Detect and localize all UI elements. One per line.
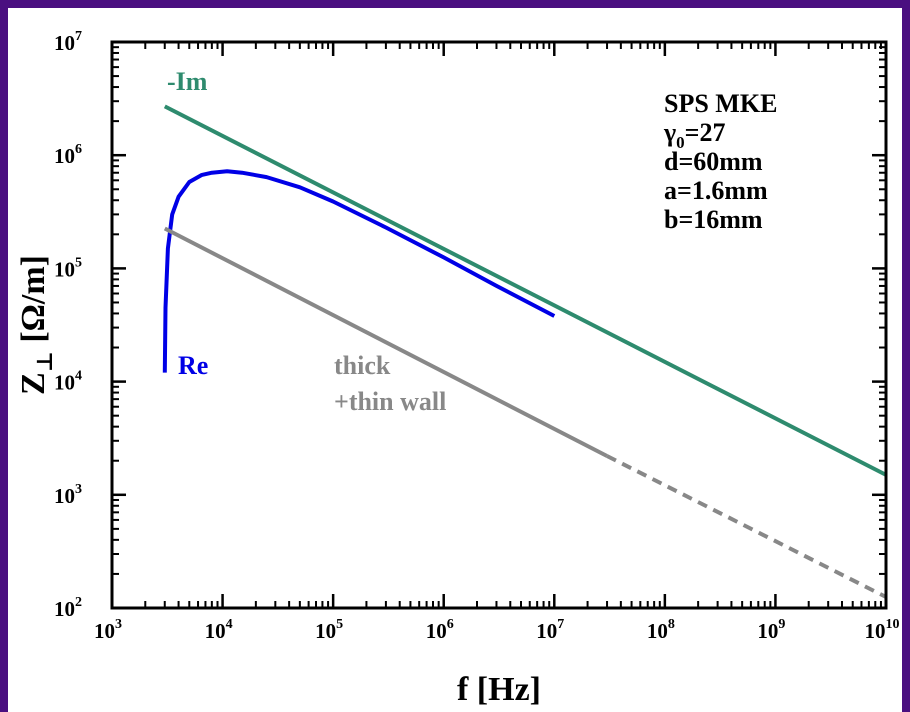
x-tick-label: 109 (757, 617, 785, 643)
y-tick-label: 105 (54, 255, 82, 281)
plot-frame: 103 104 105 106 107 108 109 1010 102 103 104 105 10… (8, 8, 902, 712)
y-tick-label: 107 (54, 29, 82, 55)
parameter-line: SPS MKE (664, 89, 777, 118)
major-ticks (110, 40, 888, 610)
parameter-line: γ0=27 (663, 118, 726, 152)
x-tick-label: 106 (426, 617, 454, 643)
minor-ticks (112, 42, 886, 608)
y-axis-title: Z⊥ [Ω/m] (15, 255, 57, 395)
series-lines (162, 104, 887, 599)
x-tick-label: 107 (536, 617, 564, 643)
series-line-im (163, 104, 887, 477)
y-tick-label: 106 (54, 142, 82, 168)
impedance-chart: 103 104 105 106 107 108 109 1010 10210310410510… (15, 29, 900, 708)
x-tick-label: 103 (94, 617, 122, 643)
plot-area-border (110, 40, 888, 610)
series-line-wall-extrapolated (606, 454, 887, 599)
x-axis-title: f [Hz] (457, 671, 541, 708)
x-tick-label: 105 (315, 617, 343, 643)
y-tick-label: 104 (54, 369, 82, 395)
y-tick-label: 103 (54, 482, 82, 508)
series-line-thick (163, 226, 608, 458)
wall-series-label-line1: thick (334, 351, 391, 380)
x-tick-label: 104 (205, 617, 233, 643)
series-line-re (162, 169, 556, 373)
x-tick-label: 108 (647, 617, 675, 643)
parameter-line: a=1.6mm (664, 176, 768, 205)
re-series-label: Re (178, 351, 208, 380)
wall-series-label-line2: +thin wall (334, 387, 446, 416)
parameter-line: b=16mm (664, 205, 763, 234)
im-series-label: -Im (167, 67, 208, 96)
parameter-line: d=60mm (664, 147, 763, 176)
x-tick-label: 1010 (865, 617, 900, 643)
x-tick-labels: 103 104 105 106 107 108 109 1010 (94, 617, 900, 643)
y-tick-label: 102 (54, 595, 82, 621)
y-tick-labels: 102 103 104 105 106 107 (54, 29, 82, 621)
